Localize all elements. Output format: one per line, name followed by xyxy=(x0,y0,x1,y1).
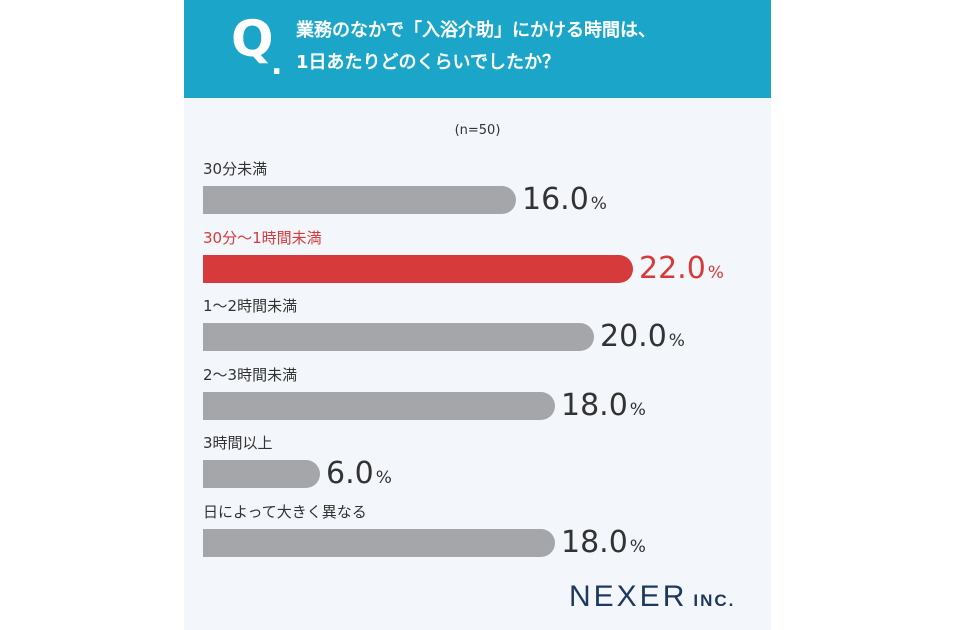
value-label: 18.0% xyxy=(561,524,646,560)
bar xyxy=(203,323,594,351)
question-line-1: 業務のなかで「入浴介助」にかける時間は、 xyxy=(296,20,656,41)
value-number: 20.0 xyxy=(600,319,667,354)
logo-main: NEXER xyxy=(569,580,688,613)
bar xyxy=(203,254,633,283)
value-unit: % xyxy=(629,536,646,557)
value-label: 6.0% xyxy=(326,459,392,489)
category-label: 30分未満 xyxy=(203,160,268,178)
sample-size-note: (n=50) xyxy=(454,123,501,138)
q-dot: . xyxy=(271,47,283,82)
category-label: 3時間以上 xyxy=(203,434,273,452)
bar xyxy=(203,460,320,488)
question-header: Q . 業務のなかで「入浴介助」にかける時間は、 1日あたりどのくらいでしたか？ xyxy=(184,0,771,98)
value-label: 18.0% xyxy=(561,387,646,423)
value-label: 20.0% xyxy=(600,322,685,352)
value-number: 18.0 xyxy=(561,524,628,560)
value-number: 18.0 xyxy=(561,387,628,423)
value-unit: % xyxy=(590,194,607,214)
chart-card: Q . 業務のなかで「入浴介助」にかける時間は、 1日あたりどのくらいでしたか？… xyxy=(184,0,771,630)
value-unit: % xyxy=(707,262,724,283)
value-number: 16.0 xyxy=(522,182,589,217)
category-label: 1〜2時間未満 xyxy=(203,297,298,315)
bar xyxy=(203,528,555,557)
category-label: 30分〜1時間未満 xyxy=(203,228,322,247)
value-unit: % xyxy=(668,331,685,351)
category-label: 日によって大きく異なる xyxy=(203,502,367,521)
value-label: 16.0% xyxy=(522,185,607,215)
value-unit: % xyxy=(375,468,392,488)
value-number: 6.0 xyxy=(326,456,374,491)
value-unit: % xyxy=(629,399,646,420)
category-label: 2〜3時間未満 xyxy=(203,365,298,384)
question-line-2: 1日あたりどのくらいでしたか？ xyxy=(296,52,560,73)
value-label: 22.0% xyxy=(639,250,724,286)
bar xyxy=(203,186,516,214)
bar xyxy=(203,391,555,420)
nexer-logo: NEXER INC. xyxy=(569,582,735,612)
logo-sub: INC. xyxy=(693,591,736,610)
value-number: 22.0 xyxy=(639,250,706,286)
q-letter: Q xyxy=(231,10,274,68)
